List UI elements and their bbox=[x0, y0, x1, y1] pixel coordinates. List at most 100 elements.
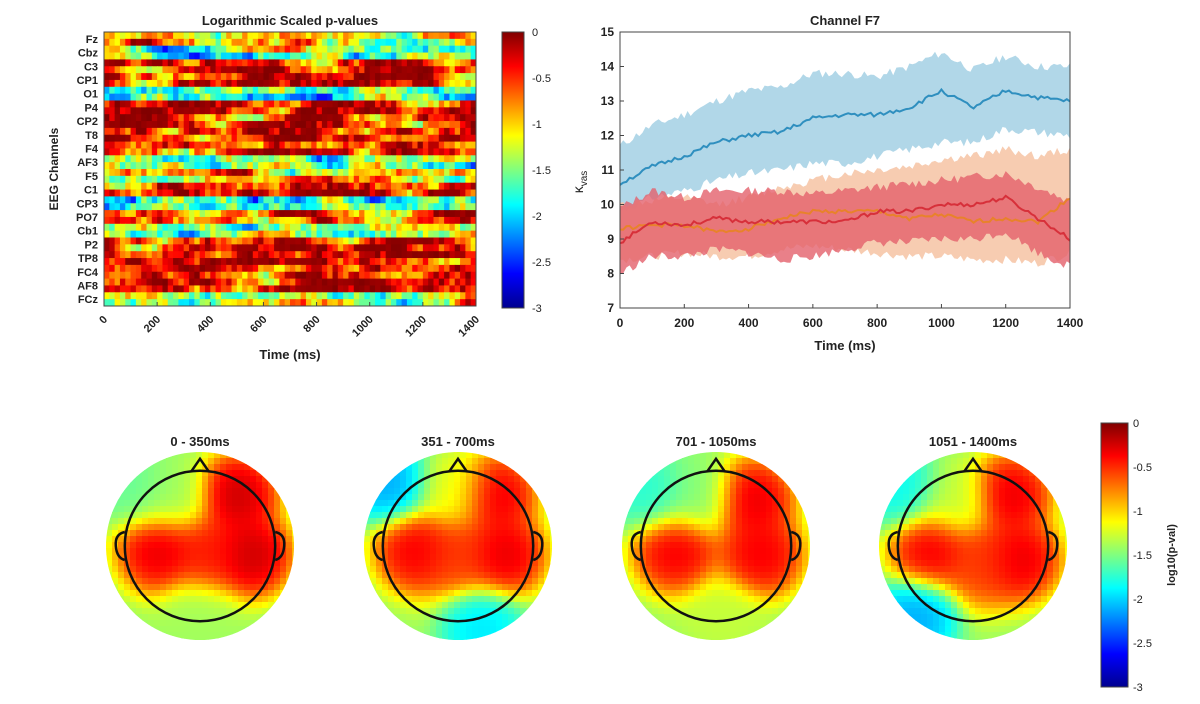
heatmap-cell bbox=[284, 86, 291, 95]
topoplot-cell bbox=[790, 512, 797, 519]
heatmap-cell bbox=[359, 155, 365, 163]
heatmap-cell bbox=[252, 107, 259, 115]
topoplot-cell bbox=[106, 548, 113, 555]
topoplot-cell bbox=[484, 500, 491, 507]
heatmap-cell bbox=[141, 93, 148, 102]
topoplot-cell bbox=[460, 638, 467, 640]
heatmap-cell bbox=[210, 86, 217, 95]
heatmap-cell bbox=[162, 141, 169, 150]
topoplot-cell bbox=[190, 554, 197, 561]
heatmap-cell bbox=[109, 285, 116, 293]
topoplot-cell bbox=[688, 482, 695, 489]
heatmap-cell bbox=[290, 175, 296, 184]
topoplot-cell bbox=[430, 536, 437, 543]
topoplot-cell bbox=[460, 572, 467, 579]
topoplot-cell bbox=[514, 578, 521, 585]
heatmap-cell bbox=[263, 258, 270, 266]
heatmap-cell bbox=[231, 114, 238, 122]
topoplot-cell bbox=[238, 518, 245, 525]
head-outline bbox=[381, 469, 535, 623]
topoplot-cell bbox=[154, 578, 161, 585]
heatmap-cell bbox=[290, 107, 296, 115]
heatmap-cell bbox=[220, 114, 227, 122]
heatmap-cell bbox=[268, 203, 275, 211]
heatmap-cell bbox=[433, 230, 440, 239]
topoplot-cell bbox=[460, 548, 467, 555]
topoplot-cell bbox=[238, 590, 245, 597]
heatmap-cell bbox=[337, 107, 344, 115]
topoplot-cell bbox=[670, 536, 677, 543]
heatmap-cell bbox=[231, 264, 238, 273]
heatmap-cell bbox=[449, 148, 456, 156]
heatmap-cell bbox=[242, 210, 249, 218]
topoplot-cell bbox=[262, 548, 269, 555]
heatmap-cell bbox=[422, 299, 429, 306]
topoplot-cell bbox=[202, 548, 209, 555]
topoplot-cell bbox=[202, 482, 209, 489]
topoplot-cell bbox=[364, 578, 371, 585]
topoplot-cell bbox=[550, 536, 552, 543]
heatmap-cell bbox=[444, 175, 451, 184]
heatmap-cell bbox=[428, 73, 435, 81]
topoplot-cell bbox=[118, 548, 125, 555]
topoplot-cell bbox=[496, 512, 503, 519]
topoplot-cell bbox=[382, 590, 389, 597]
heatmap-cell bbox=[465, 210, 472, 218]
heatmap-cell bbox=[343, 169, 350, 177]
heatmap-cell bbox=[433, 148, 440, 156]
topoplot-cell bbox=[388, 512, 395, 519]
topoplot-cell bbox=[652, 476, 659, 483]
topoplot-cell bbox=[232, 614, 239, 621]
heatmap-cell bbox=[396, 141, 403, 150]
heatmap-cell bbox=[189, 100, 195, 108]
topoplot-cell bbox=[382, 602, 389, 609]
line-chart-y-tick-label: 15 bbox=[601, 25, 615, 39]
heatmap-cell bbox=[178, 86, 185, 95]
topoplot-cell bbox=[706, 506, 713, 513]
topoplot-cell bbox=[778, 512, 785, 519]
heatmap-cell bbox=[316, 182, 323, 191]
topoplot-cell bbox=[250, 500, 257, 507]
topoplot-cell bbox=[448, 632, 455, 639]
heatmap-cell bbox=[465, 175, 472, 184]
topoplot-cell bbox=[676, 524, 683, 531]
topoplot-cell bbox=[130, 548, 137, 555]
heatmap-cell bbox=[305, 216, 312, 225]
topoplot-cell bbox=[490, 560, 497, 567]
topoplot-cell bbox=[496, 458, 503, 465]
topoplot-cell bbox=[502, 626, 509, 633]
heatmap-cell bbox=[146, 93, 153, 102]
topoplot-cell bbox=[436, 476, 443, 483]
heatmap-cell bbox=[151, 32, 158, 40]
topoplot-cell bbox=[628, 530, 635, 537]
heatmap-cell bbox=[348, 59, 355, 67]
topoplot-cell bbox=[808, 530, 810, 537]
topoplot-cell bbox=[742, 482, 749, 489]
topoplot-cell bbox=[538, 560, 545, 567]
topoplot-cell bbox=[430, 452, 437, 459]
heatmap-cell bbox=[380, 66, 387, 74]
line-chart-xlabel: Time (ms) bbox=[814, 338, 875, 353]
topoplot-cell bbox=[796, 500, 803, 507]
topoplot-cell bbox=[262, 530, 269, 537]
topoplot-cell bbox=[526, 590, 533, 597]
line-chart-y-tick-label: 11 bbox=[601, 163, 614, 177]
topoplot-cell bbox=[202, 566, 209, 573]
heatmap-cell bbox=[343, 299, 350, 306]
topoplot-cell bbox=[538, 518, 545, 525]
topoplot-cell bbox=[508, 620, 515, 627]
heatmap-cell bbox=[183, 285, 190, 293]
topoplot-cell bbox=[622, 506, 629, 513]
topoplot-cell bbox=[262, 494, 269, 501]
heatmap-cell bbox=[300, 285, 307, 293]
heatmap-cell bbox=[125, 86, 132, 95]
heatmap-cell bbox=[178, 114, 185, 122]
topoplot-cell bbox=[658, 470, 665, 477]
heatmap-cell bbox=[396, 278, 403, 287]
heatmap-cell bbox=[114, 93, 121, 102]
heatmap-cell bbox=[210, 32, 217, 40]
heatmap-cell bbox=[204, 292, 211, 300]
topoplot-cell bbox=[184, 572, 191, 579]
topoplot-cell bbox=[442, 638, 449, 640]
topoplot-cell bbox=[220, 560, 227, 567]
